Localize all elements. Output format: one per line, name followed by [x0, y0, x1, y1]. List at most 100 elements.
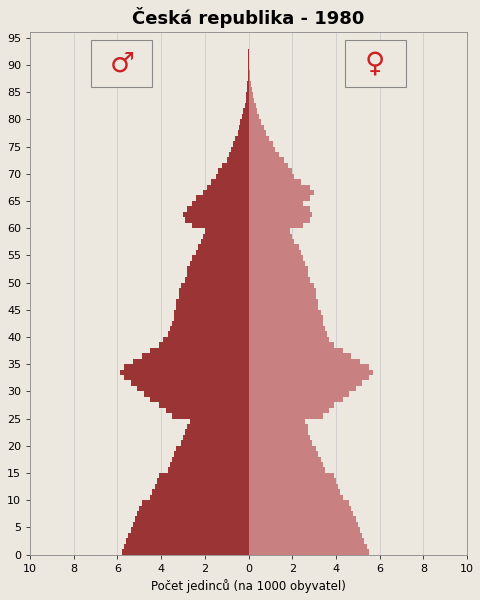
Bar: [248, 168, 292, 174]
Bar: [228, 152, 248, 157]
Bar: [248, 109, 257, 114]
Bar: [248, 386, 355, 391]
Bar: [248, 250, 300, 256]
Bar: [154, 484, 248, 489]
Bar: [248, 430, 307, 435]
Bar: [192, 201, 248, 206]
Bar: [189, 419, 248, 424]
Bar: [241, 114, 248, 119]
Bar: [248, 511, 353, 517]
Bar: [237, 130, 248, 136]
Bar: [244, 103, 248, 109]
Text: ♂: ♂: [109, 50, 134, 77]
Bar: [141, 353, 248, 359]
Bar: [248, 370, 372, 375]
Bar: [248, 81, 251, 86]
Bar: [248, 130, 265, 136]
Bar: [121, 549, 248, 554]
Bar: [132, 359, 248, 364]
Bar: [172, 413, 248, 419]
Bar: [248, 462, 322, 467]
Bar: [150, 348, 248, 353]
Bar: [187, 206, 248, 212]
Bar: [248, 293, 316, 299]
Bar: [217, 168, 248, 174]
Bar: [172, 457, 248, 462]
Bar: [185, 277, 248, 283]
Bar: [248, 473, 333, 478]
Bar: [248, 217, 309, 223]
Bar: [248, 119, 261, 125]
Bar: [248, 320, 322, 326]
Bar: [248, 196, 309, 201]
Bar: [168, 467, 248, 473]
Bar: [248, 517, 355, 522]
Bar: [248, 348, 342, 353]
Bar: [248, 185, 309, 190]
Bar: [248, 70, 250, 76]
Bar: [248, 533, 361, 538]
Bar: [248, 446, 316, 451]
Bar: [172, 320, 248, 326]
Text: ♀: ♀: [364, 50, 384, 77]
Bar: [247, 81, 248, 86]
Bar: [248, 272, 307, 277]
Bar: [196, 250, 248, 256]
Bar: [248, 92, 252, 98]
Bar: [174, 315, 248, 320]
Bar: [185, 217, 248, 223]
Bar: [248, 337, 329, 343]
X-axis label: Počet jedinců (na 1000 obyvatel): Počet jedinců (na 1000 obyvatel): [151, 579, 345, 593]
Bar: [196, 196, 248, 201]
Bar: [189, 261, 248, 266]
Bar: [248, 206, 309, 212]
Bar: [248, 212, 312, 217]
Bar: [248, 228, 289, 233]
Bar: [248, 397, 342, 402]
Bar: [200, 239, 248, 244]
Bar: [243, 109, 248, 114]
Bar: [206, 185, 248, 190]
Bar: [248, 304, 318, 310]
Bar: [187, 424, 248, 430]
Bar: [248, 407, 329, 413]
Bar: [124, 364, 248, 370]
Bar: [183, 435, 248, 440]
Bar: [233, 141, 248, 146]
Bar: [187, 272, 248, 277]
Bar: [248, 59, 249, 65]
Bar: [169, 326, 248, 331]
Bar: [248, 277, 309, 283]
Bar: [248, 375, 368, 380]
Bar: [248, 146, 274, 152]
FancyBboxPatch shape: [344, 40, 405, 86]
Bar: [180, 440, 248, 446]
Bar: [180, 283, 248, 288]
Bar: [137, 511, 248, 517]
Bar: [248, 190, 313, 196]
Bar: [248, 283, 313, 288]
Bar: [247, 86, 248, 92]
Bar: [248, 174, 294, 179]
Bar: [248, 152, 278, 157]
Bar: [174, 451, 248, 457]
Bar: [141, 500, 248, 506]
Bar: [169, 462, 248, 467]
Bar: [248, 125, 264, 130]
Bar: [248, 467, 324, 473]
Bar: [198, 244, 248, 250]
Bar: [238, 125, 248, 130]
Bar: [247, 76, 248, 81]
Bar: [150, 397, 248, 402]
Bar: [248, 457, 320, 462]
Bar: [202, 233, 248, 239]
Bar: [163, 337, 248, 343]
Bar: [248, 527, 359, 533]
Bar: [128, 533, 248, 538]
Bar: [246, 92, 248, 98]
Bar: [248, 233, 292, 239]
Bar: [248, 157, 283, 163]
Bar: [245, 98, 248, 103]
Bar: [248, 544, 366, 549]
Bar: [178, 293, 248, 299]
